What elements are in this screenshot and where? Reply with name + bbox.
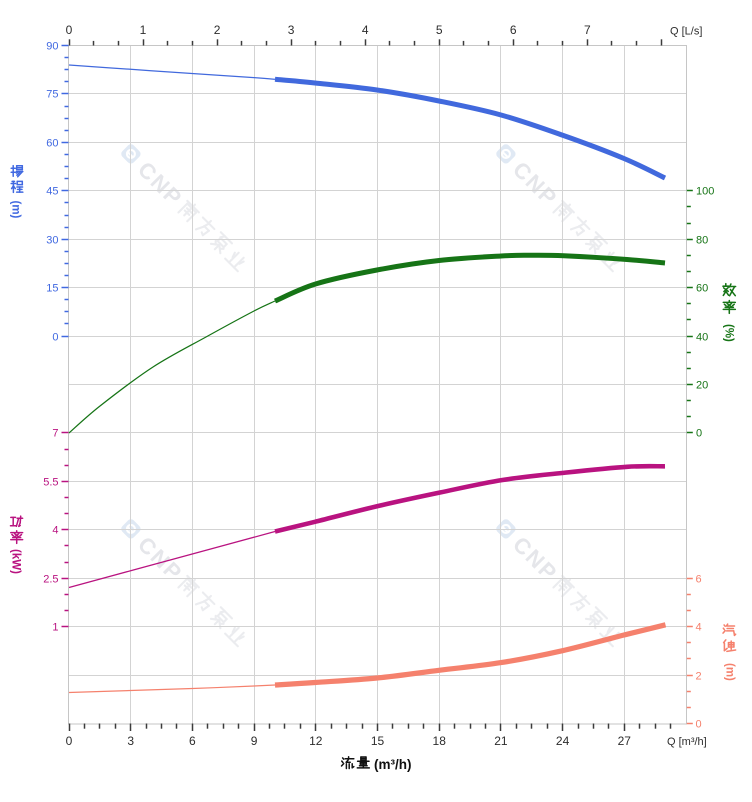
svg-text:21: 21 [494, 734, 508, 748]
svg-text:5: 5 [436, 23, 443, 37]
svg-text:2.5: 2.5 [43, 574, 58, 586]
svg-text:4: 4 [696, 622, 702, 634]
svg-text:9: 9 [251, 734, 258, 748]
svg-text:(kW): (kW) [10, 549, 22, 574]
svg-text:60: 60 [696, 283, 708, 295]
svg-text:24: 24 [556, 734, 570, 748]
svg-text:12: 12 [309, 734, 323, 748]
svg-text:5.5: 5.5 [43, 477, 58, 489]
svg-text:0: 0 [696, 719, 702, 731]
svg-text:7: 7 [52, 428, 58, 440]
svg-text:30: 30 [46, 235, 58, 247]
svg-text:1: 1 [52, 622, 58, 634]
svg-text:60: 60 [46, 138, 58, 150]
svg-text:(m): (m) [10, 201, 22, 219]
svg-text:0: 0 [52, 332, 58, 344]
svg-text:6: 6 [189, 734, 196, 748]
svg-text:80: 80 [696, 235, 708, 247]
svg-text:27: 27 [618, 734, 632, 748]
svg-text:3: 3 [127, 734, 134, 748]
svg-text:(%): (%) [723, 324, 735, 342]
svg-text:100: 100 [696, 186, 714, 198]
svg-text:6: 6 [696, 574, 702, 586]
svg-text:7: 7 [584, 23, 591, 37]
svg-text:0: 0 [696, 428, 702, 440]
svg-text:4: 4 [52, 525, 58, 537]
svg-text:1: 1 [140, 23, 147, 37]
svg-text:0: 0 [66, 734, 73, 748]
svg-text:18: 18 [433, 734, 447, 748]
svg-text:15: 15 [371, 734, 385, 748]
svg-text:15: 15 [46, 283, 58, 295]
svg-text:Q [m³/h]: Q [m³/h] [667, 736, 707, 748]
svg-text:6: 6 [510, 23, 517, 37]
svg-text:(m): (m) [724, 663, 736, 681]
svg-text:45: 45 [46, 186, 58, 198]
svg-text:Q [L/s]: Q [L/s] [670, 26, 702, 38]
svg-text:75: 75 [46, 89, 58, 101]
svg-text:90: 90 [46, 41, 58, 53]
svg-text:3: 3 [288, 23, 295, 37]
svg-text:4: 4 [362, 23, 369, 37]
svg-text:0: 0 [66, 23, 73, 37]
svg-text:20: 20 [696, 380, 708, 392]
svg-text:2: 2 [214, 23, 221, 37]
svg-text:40: 40 [696, 332, 708, 344]
svg-text:2: 2 [696, 671, 702, 683]
svg-text:(m³/h): (m³/h) [374, 757, 412, 772]
